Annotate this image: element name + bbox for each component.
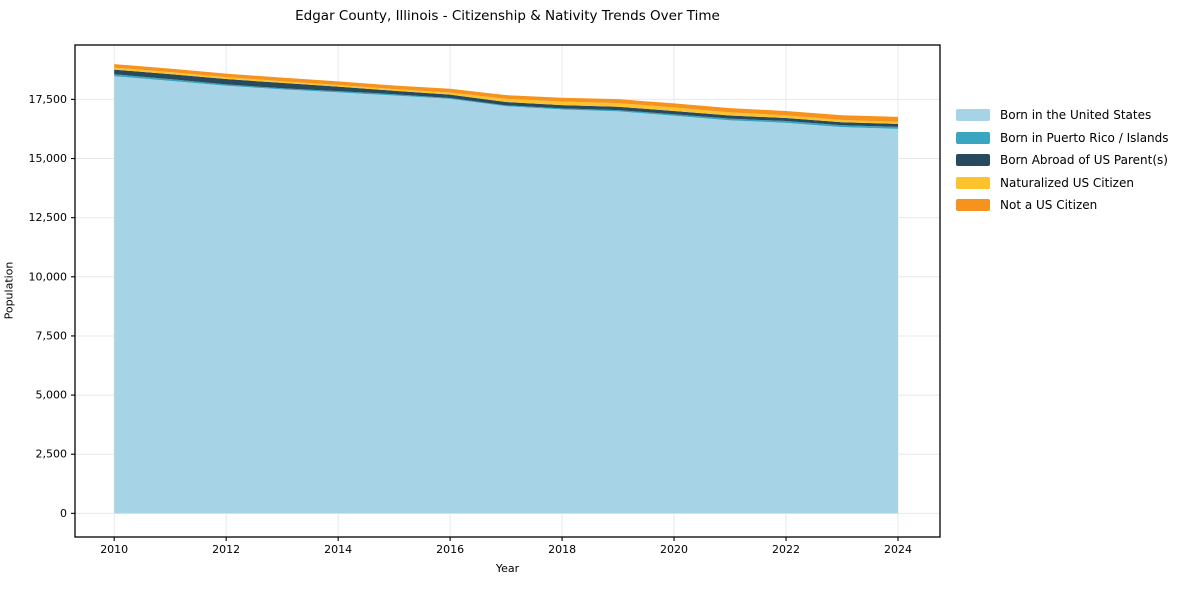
- legend-swatch-born-in-the-united-states: [956, 109, 990, 122]
- legend-swatch-born-abroad-of-us-parent-s: [956, 154, 990, 167]
- x-tick-label-2016: 2016: [436, 543, 464, 556]
- legend: Born in the United States Born in Puerto …: [956, 104, 1169, 217]
- legend-label-not-a-us-citizen: Not a US Citizen: [1000, 198, 1098, 213]
- x-tick-label-2012: 2012: [212, 543, 240, 556]
- legend-row-born-in-the-united-states: Born in the United States: [956, 104, 1169, 127]
- area-not-a-us-citizen: [114, 64, 899, 122]
- x-axis-label: Year: [495, 562, 520, 575]
- legend-row-not-a-us-citizen: Not a US Citizen: [956, 194, 1169, 217]
- x-tick-label-2010: 2010: [100, 543, 128, 556]
- plot-border: [74, 44, 941, 538]
- y-axis-label: Population: [2, 261, 16, 320]
- y-tick-label-2500: 2,500: [36, 448, 68, 461]
- legend-swatch-naturalized-us-citizen: [956, 176, 990, 189]
- x-tick-label-2022: 2022: [772, 543, 800, 556]
- y-tick-label-7500: 7,500: [36, 329, 68, 342]
- legend-row-born-abroad-of-us-parent-s: Born Abroad of US Parent(s): [956, 149, 1169, 172]
- legend-swatch-born-in-puerto-rico-islands: [956, 131, 990, 144]
- legend-label-naturalized-us-citizen: Naturalized US Citizen: [1000, 175, 1134, 190]
- legend-row-born-in-puerto-rico-islands: Born in Puerto Rico / Islands: [956, 127, 1169, 150]
- y-tick-label-15000: 15,000: [29, 152, 68, 165]
- area-naturalized-us-citizen: [114, 67, 899, 124]
- legend-label-born-abroad-of-us-parent-s: Born Abroad of US Parent(s): [1000, 153, 1168, 168]
- x-tick-label-2024: 2024: [884, 543, 912, 556]
- legend-label-born-in-puerto-rico-islands: Born in Puerto Rico / Islands: [1000, 130, 1169, 145]
- y-tick-label-10000: 10,000: [29, 270, 68, 283]
- x-tick-label-2018: 2018: [548, 543, 576, 556]
- legend-label-born-in-the-united-states: Born in the United States: [1000, 108, 1152, 123]
- legend-row-naturalized-us-citizen: Naturalized US Citizen: [956, 172, 1169, 195]
- y-tick-label-5000: 5,000: [36, 389, 68, 402]
- x-tick-label-2014: 2014: [324, 543, 352, 556]
- x-tick-label-2020: 2020: [660, 543, 688, 556]
- y-tick-label-0: 0: [60, 507, 67, 520]
- area-born-abroad-of-us-parent-s: [114, 69, 899, 127]
- y-tick-label-12500: 12,500: [29, 211, 68, 224]
- chart-title: Edgar County, Illinois - Citizenship & N…: [295, 8, 720, 24]
- area-born-in-the-united-states: [114, 76, 899, 514]
- y-tick-label-17500: 17,500: [29, 93, 68, 106]
- legend-swatch-not-a-us-citizen: [956, 199, 990, 212]
